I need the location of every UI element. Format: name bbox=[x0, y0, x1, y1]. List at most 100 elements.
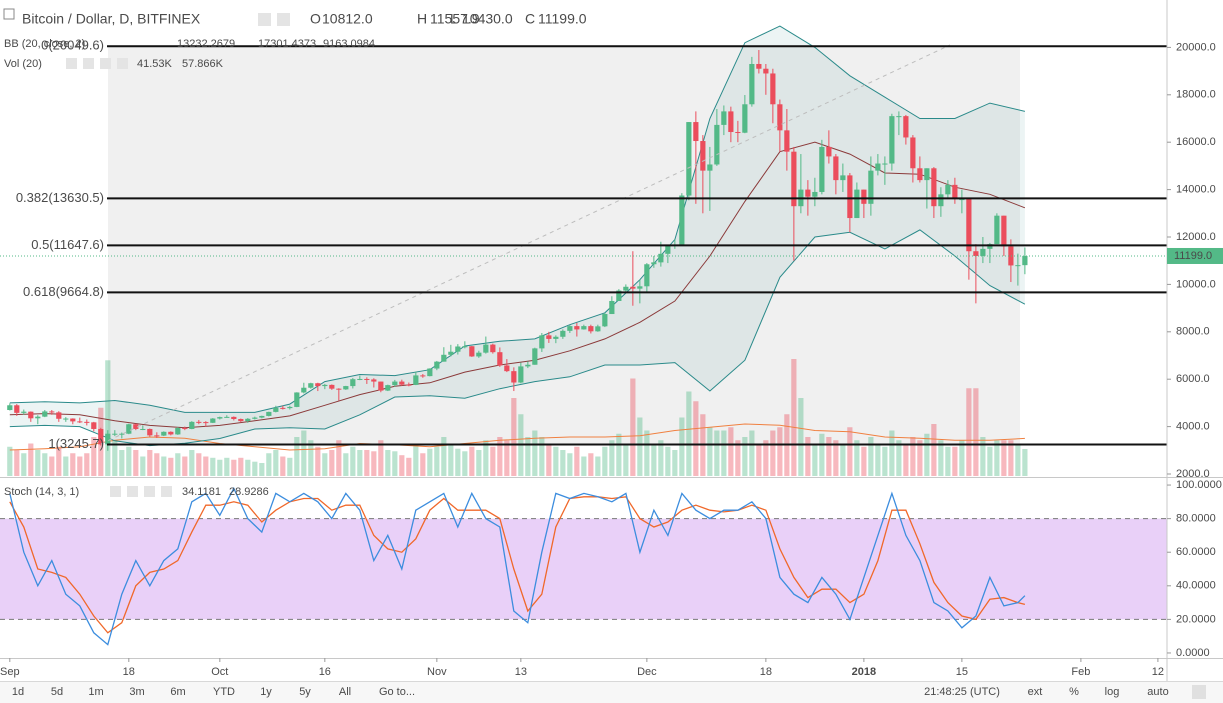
icon[interactable] bbox=[100, 58, 111, 69]
volume-bar bbox=[252, 461, 258, 476]
icon[interactable] bbox=[66, 58, 77, 69]
candle-body bbox=[105, 433, 111, 445]
option-button[interactable]: log bbox=[1105, 686, 1120, 698]
candle-body bbox=[224, 416, 230, 418]
volume-bar bbox=[63, 456, 69, 476]
range-button[interactable]: 1m bbox=[88, 686, 103, 698]
icon[interactable] bbox=[117, 58, 128, 69]
candle-body bbox=[917, 168, 923, 181]
icon[interactable] bbox=[277, 13, 290, 26]
volume-bar bbox=[861, 446, 867, 476]
candle-body bbox=[462, 346, 468, 348]
volume-bar bbox=[735, 440, 741, 476]
volume-bar bbox=[679, 417, 685, 476]
icon[interactable] bbox=[83, 58, 94, 69]
range-button[interactable]: 5y bbox=[299, 686, 311, 698]
candle-body bbox=[161, 431, 167, 436]
range-button[interactable]: 6m bbox=[170, 686, 185, 698]
candle-body bbox=[791, 151, 797, 207]
candle-body bbox=[427, 368, 433, 377]
x-tick-label: Feb bbox=[1071, 666, 1090, 678]
volume-bar bbox=[413, 444, 419, 476]
candle-body bbox=[56, 412, 62, 419]
candle-body bbox=[1022, 255, 1028, 266]
candle-body bbox=[595, 326, 601, 332]
volume-bar bbox=[189, 450, 195, 476]
volume-bar bbox=[315, 446, 321, 476]
icon[interactable] bbox=[258, 13, 271, 26]
legend-value: 10430.0 bbox=[462, 11, 513, 27]
range-button[interactable]: YTD bbox=[213, 686, 235, 698]
volume-bar bbox=[686, 391, 692, 476]
volume-bar bbox=[728, 427, 734, 476]
stoch-band bbox=[0, 518, 1167, 620]
range-button[interactable]: 5d bbox=[51, 686, 63, 698]
volume-bar bbox=[385, 450, 391, 476]
volume-bar bbox=[70, 453, 76, 476]
volume-ma bbox=[9, 423, 1025, 451]
volume-bar bbox=[637, 417, 643, 476]
candle-body bbox=[322, 384, 328, 387]
goto-button[interactable]: Go to... bbox=[379, 686, 415, 698]
volume-bar bbox=[644, 430, 650, 476]
volume-bar bbox=[1022, 449, 1028, 476]
candle-body bbox=[700, 141, 706, 171]
option-button[interactable]: % bbox=[1069, 686, 1079, 698]
volume-bar bbox=[483, 440, 489, 476]
candle-body bbox=[357, 378, 363, 380]
volume-bar bbox=[399, 455, 405, 476]
collapse-icon[interactable] bbox=[3, 8, 15, 20]
volume-bar bbox=[959, 440, 965, 476]
option-button[interactable]: auto bbox=[1147, 686, 1168, 698]
volume-bar bbox=[623, 443, 629, 476]
candle-body bbox=[91, 422, 97, 429]
volume-bar bbox=[91, 437, 97, 476]
volume-bar bbox=[441, 437, 447, 476]
candle-body bbox=[588, 326, 594, 332]
volume-bar bbox=[147, 450, 153, 476]
candle-body bbox=[756, 63, 762, 69]
candle-body bbox=[217, 417, 223, 419]
volume-bar bbox=[336, 440, 342, 476]
candle-body bbox=[707, 164, 713, 171]
volume-bar bbox=[721, 430, 727, 476]
volume-bar bbox=[847, 427, 853, 476]
candle-body bbox=[182, 428, 188, 430]
candle-body bbox=[945, 184, 951, 195]
volume-bar bbox=[210, 457, 216, 476]
legend-key: O bbox=[310, 11, 321, 27]
y-tick-label: 20000.0 bbox=[1176, 41, 1216, 53]
candle-body bbox=[77, 421, 83, 423]
range-button[interactable]: 1y bbox=[260, 686, 272, 698]
stoch-k bbox=[9, 486, 1026, 646]
icon[interactable] bbox=[110, 486, 121, 497]
volume-bar bbox=[581, 456, 587, 476]
volume-bar bbox=[448, 443, 454, 476]
range-button[interactable]: 3m bbox=[129, 686, 144, 698]
range-button[interactable]: 1d bbox=[12, 686, 24, 698]
icon[interactable] bbox=[144, 486, 155, 497]
y-tick-label: 12000.0 bbox=[1176, 231, 1216, 243]
candle-body bbox=[840, 175, 846, 181]
icon[interactable] bbox=[127, 486, 138, 497]
candle-body bbox=[14, 405, 20, 413]
volume-bar bbox=[49, 456, 55, 476]
candle-body bbox=[420, 375, 426, 377]
candle-body bbox=[98, 428, 104, 445]
volume-bar bbox=[616, 433, 622, 476]
icon[interactable] bbox=[161, 486, 172, 497]
price-pane bbox=[0, 25, 1167, 476]
volume-bar bbox=[462, 451, 468, 476]
volume-bar bbox=[196, 453, 202, 476]
range-button[interactable]: All bbox=[339, 686, 351, 698]
volume-bar bbox=[455, 448, 461, 476]
legend-value: 10812.0 bbox=[322, 11, 373, 27]
candle-body bbox=[847, 175, 853, 219]
volume-bar bbox=[896, 440, 902, 476]
option-button[interactable]: ext bbox=[1028, 686, 1043, 698]
bb-value: 13232.2679 bbox=[177, 38, 235, 50]
settings-icon[interactable] bbox=[1192, 685, 1206, 699]
candle-body bbox=[441, 354, 447, 362]
volume-bar bbox=[742, 437, 748, 476]
